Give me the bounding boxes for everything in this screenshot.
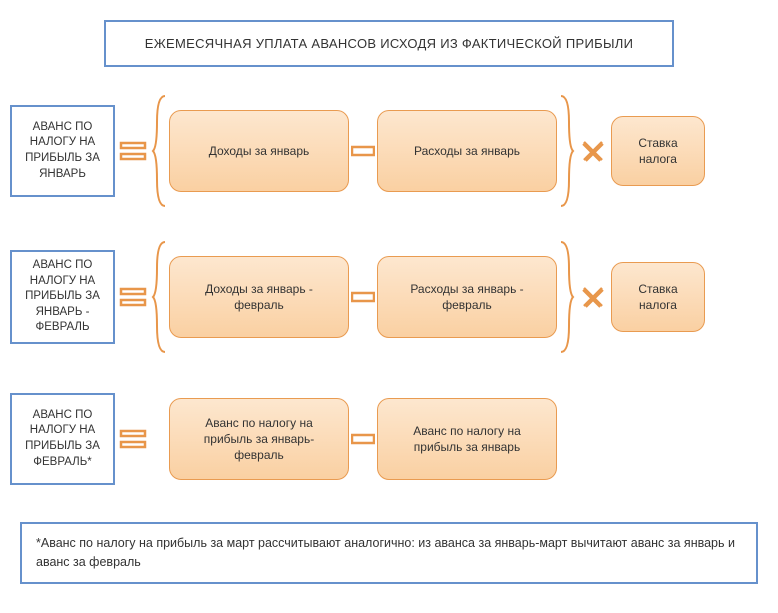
multiply-icon [575,284,611,310]
formula-label: АВАНС ПО НАЛОГУ НА ПРИБЫЛЬ ЗА ЯНВАРЬ [10,105,115,197]
formula-label: АВАНС ПО НАЛОГУ НА ПРИБЫЛЬ ЗА ЯНВАРЬ - Ф… [10,250,115,344]
expense-box: Расходы за январь [377,110,557,192]
advance-jan-box: Аванс по налогу на прибыль за январь [377,398,557,480]
income-box: Доходы за январь [169,110,349,192]
footnote: *Аванс по налогу на прибыль за март расс… [20,522,758,584]
left-bracket-icon [151,238,169,356]
left-bracket-icon [151,92,169,210]
expense-box: Расходы за январь - февраль [377,256,557,338]
minus-icon [349,145,377,157]
equals-icon [115,286,151,308]
advance-janfeb-box: Аванс по налогу на прибыль за январь-фев… [169,398,349,480]
bracket-group: Доходы за январь Расходы за январь [151,92,575,210]
formula-row-jan-feb: АВАНС ПО НАЛОГУ НА ПРИБЫЛЬ ЗА ЯНВАРЬ - Ф… [10,238,768,356]
minus-icon [349,433,377,445]
right-bracket-icon [557,92,575,210]
page-title: ЕЖЕМЕСЯЧНАЯ УПЛАТА АВАНСОВ ИСХОДЯ ИЗ ФАК… [104,20,674,67]
formula-row-january: АВАНС ПО НАЛОГУ НА ПРИБЫЛЬ ЗА ЯНВАРЬ Дох… [10,92,768,210]
formula-row-february: АВАНС ПО НАЛОГУ НА ПРИБЫЛЬ ЗА ФЕВРАЛЬ* А… [10,384,768,494]
bracket-group: Доходы за январь - февраль Расходы за ян… [151,238,575,356]
rate-box: Ставка налога [611,262,705,332]
right-bracket-icon [557,238,575,356]
equals-icon [115,140,151,162]
equals-icon [115,428,151,450]
minus-icon [349,291,377,303]
rate-box: Ставка налога [611,116,705,186]
income-box: Доходы за январь - февраль [169,256,349,338]
formula-label: АВАНС ПО НАЛОГУ НА ПРИБЫЛЬ ЗА ФЕВРАЛЬ* [10,393,115,485]
multiply-icon [575,138,611,164]
